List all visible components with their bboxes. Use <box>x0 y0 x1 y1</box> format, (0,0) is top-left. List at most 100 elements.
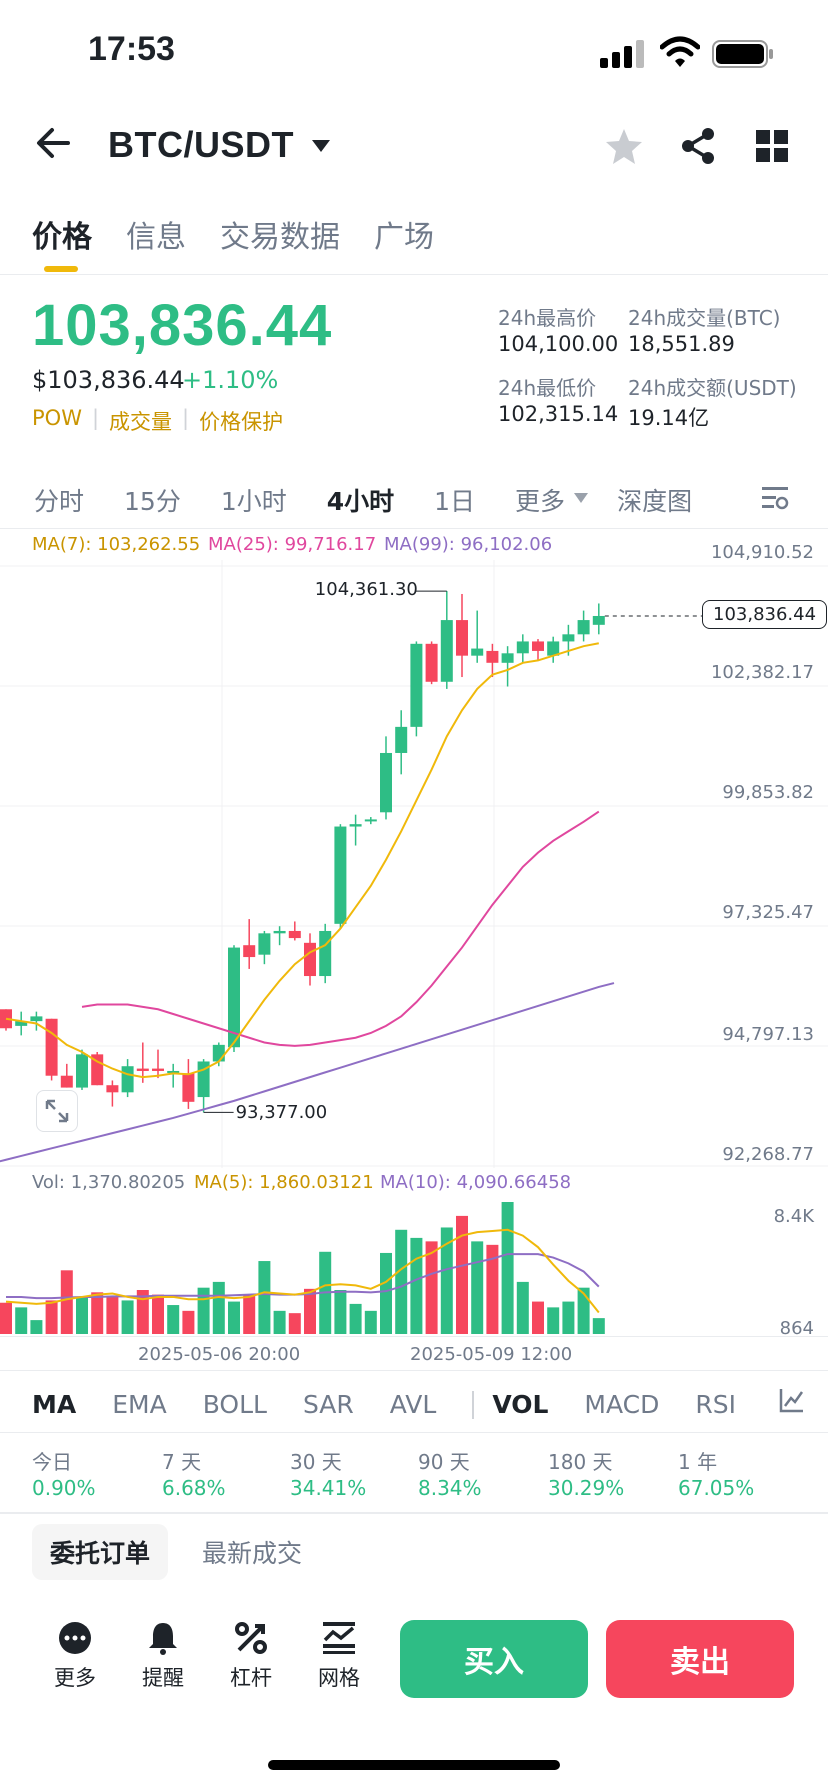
tf-4h[interactable]: 4小时 <box>326 487 395 516</box>
volume-bar <box>532 1301 544 1334</box>
tf-line[interactable]: 分时 <box>34 487 85 516</box>
volume-bar <box>212 1281 225 1334</box>
candle <box>577 610 590 642</box>
status-time: 17:53 <box>88 30 175 68</box>
vol-ma10-legend: MA(10): 4,090.66458 <box>380 1172 572 1193</box>
tab-info[interactable]: 信息 <box>126 220 186 255</box>
tag-volume[interactable]: 成交量 <box>109 410 173 434</box>
battery-icon <box>712 40 773 68</box>
grid-button[interactable]: 网格 <box>304 1620 374 1692</box>
vol-legend: Vol: 1,370.80205 <box>32 1172 186 1193</box>
tag-price-protection[interactable]: 价格保护 <box>199 410 284 434</box>
performance-value: 8.34% <box>418 1476 482 1500</box>
tf-1h[interactable]: 1小时 <box>220 487 287 516</box>
candle <box>425 641 438 685</box>
divider <box>0 1370 828 1371</box>
alert-button[interactable]: 提醒 <box>128 1620 198 1692</box>
percent-icon <box>235 1622 267 1654</box>
back-arrow-icon[interactable] <box>32 122 74 164</box>
divider <box>0 1432 828 1433</box>
grid-label: 网格 <box>318 1666 360 1690</box>
candle <box>228 945 240 1052</box>
ind-rsi[interactable]: RSI <box>695 1390 736 1419</box>
fullscreen-button[interactable] <box>36 1090 78 1132</box>
candle <box>592 603 605 635</box>
change-percent: +1.10% <box>182 366 279 394</box>
star-icon[interactable] <box>604 126 644 166</box>
candlestick-chart[interactable]: BINANCE <box>0 560 828 1168</box>
candle <box>288 921 301 941</box>
volume-bar <box>228 1301 240 1334</box>
candle <box>456 593 468 678</box>
main-tabs: 价格 信息 交易数据 广场 <box>32 212 434 256</box>
separator <box>472 1390 475 1419</box>
volume-bar <box>76 1296 88 1334</box>
candle <box>364 817 377 825</box>
bell-icon <box>149 1623 177 1655</box>
tab-recent-trades[interactable]: 最新成交 <box>202 1539 303 1568</box>
time-axis-label: 2025-05-06 20:00 <box>138 1344 301 1365</box>
pair-title[interactable]: BTC/USDT <box>108 124 294 165</box>
ind-ma[interactable]: MA <box>32 1390 77 1419</box>
tag-pow[interactable]: POW <box>32 406 82 430</box>
performance-label: 180 天 <box>548 1450 613 1474</box>
ind-sar[interactable]: SAR <box>302 1390 354 1419</box>
candle <box>121 1059 134 1098</box>
tf-15m[interactable]: 15分 <box>124 487 181 516</box>
volume-bar <box>516 1281 529 1334</box>
volume-chart[interactable] <box>0 1196 828 1340</box>
candle <box>136 1042 149 1083</box>
caret-down-icon[interactable] <box>573 492 589 504</box>
chart-settings-icon[interactable] <box>760 484 790 512</box>
ind-vol[interactable]: VOL <box>492 1390 549 1419</box>
performance-value: 6.68% <box>162 1476 226 1500</box>
leverage-button[interactable]: 杠杆 <box>216 1620 286 1692</box>
ind-macd[interactable]: MACD <box>584 1390 660 1419</box>
usd-price: $103,836.44 <box>32 366 185 394</box>
timeframe-bar: 分时 15分 1小时 4小时 1日 更多 深度图 <box>34 482 732 518</box>
caret-down-icon[interactable] <box>310 138 332 154</box>
grid-trading-icon <box>323 1622 355 1654</box>
ind-ema[interactable]: EMA <box>112 1390 167 1419</box>
volume-bar <box>440 1227 453 1334</box>
candle <box>501 646 514 687</box>
tf-more[interactable]: 更多 <box>515 487 566 516</box>
volume-bar <box>106 1295 119 1334</box>
vol-usdt-label: 24h成交额(USDT) <box>628 376 797 400</box>
ticker-tags: POW | 成交量 | 价格保护 <box>32 406 284 434</box>
volume-bar <box>592 1318 605 1334</box>
candle <box>395 710 408 775</box>
tab-price[interactable]: 价格 <box>32 220 92 255</box>
ind-avl[interactable]: AVL <box>389 1390 437 1419</box>
high-label: 24h最高价 <box>498 306 597 330</box>
indicator-settings-icon[interactable] <box>778 1386 806 1414</box>
buy-button[interactable]: 买入 <box>400 1620 588 1698</box>
sell-button[interactable]: 卖出 <box>606 1620 794 1698</box>
more-dots-icon <box>59 1622 91 1654</box>
performance-label: 7 天 <box>162 1450 202 1474</box>
active-tab-indicator <box>44 266 78 272</box>
signal-icon <box>600 40 644 68</box>
tab-trading-data[interactable]: 交易数据 <box>220 220 340 255</box>
volume-bar <box>501 1202 514 1334</box>
candle <box>106 1080 119 1107</box>
volume-bar <box>197 1287 210 1334</box>
low-value: 102,315.14 <box>498 402 619 426</box>
volume-bar <box>30 1320 43 1334</box>
volume-bar <box>577 1287 590 1334</box>
grid-menu-icon[interactable] <box>752 126 792 166</box>
more-label: 更多 <box>54 1666 96 1690</box>
candle <box>532 639 544 661</box>
price-axis-label: 94,797.13 <box>722 1024 814 1045</box>
more-button[interactable]: 更多 <box>40 1620 110 1692</box>
candle <box>349 814 362 846</box>
tf-1d[interactable]: 1日 <box>434 487 476 516</box>
tab-square[interactable]: 广场 <box>374 220 434 255</box>
home-indicator[interactable] <box>268 1760 560 1770</box>
tab-open-orders[interactable]: 委托订单 <box>32 1524 169 1580</box>
performance-label: 今日 <box>32 1450 72 1474</box>
ind-boll[interactable]: BOLL <box>202 1390 267 1419</box>
volume-bar <box>349 1303 362 1334</box>
share-icon[interactable] <box>678 126 718 166</box>
tf-depth[interactable]: 深度图 <box>617 487 693 516</box>
